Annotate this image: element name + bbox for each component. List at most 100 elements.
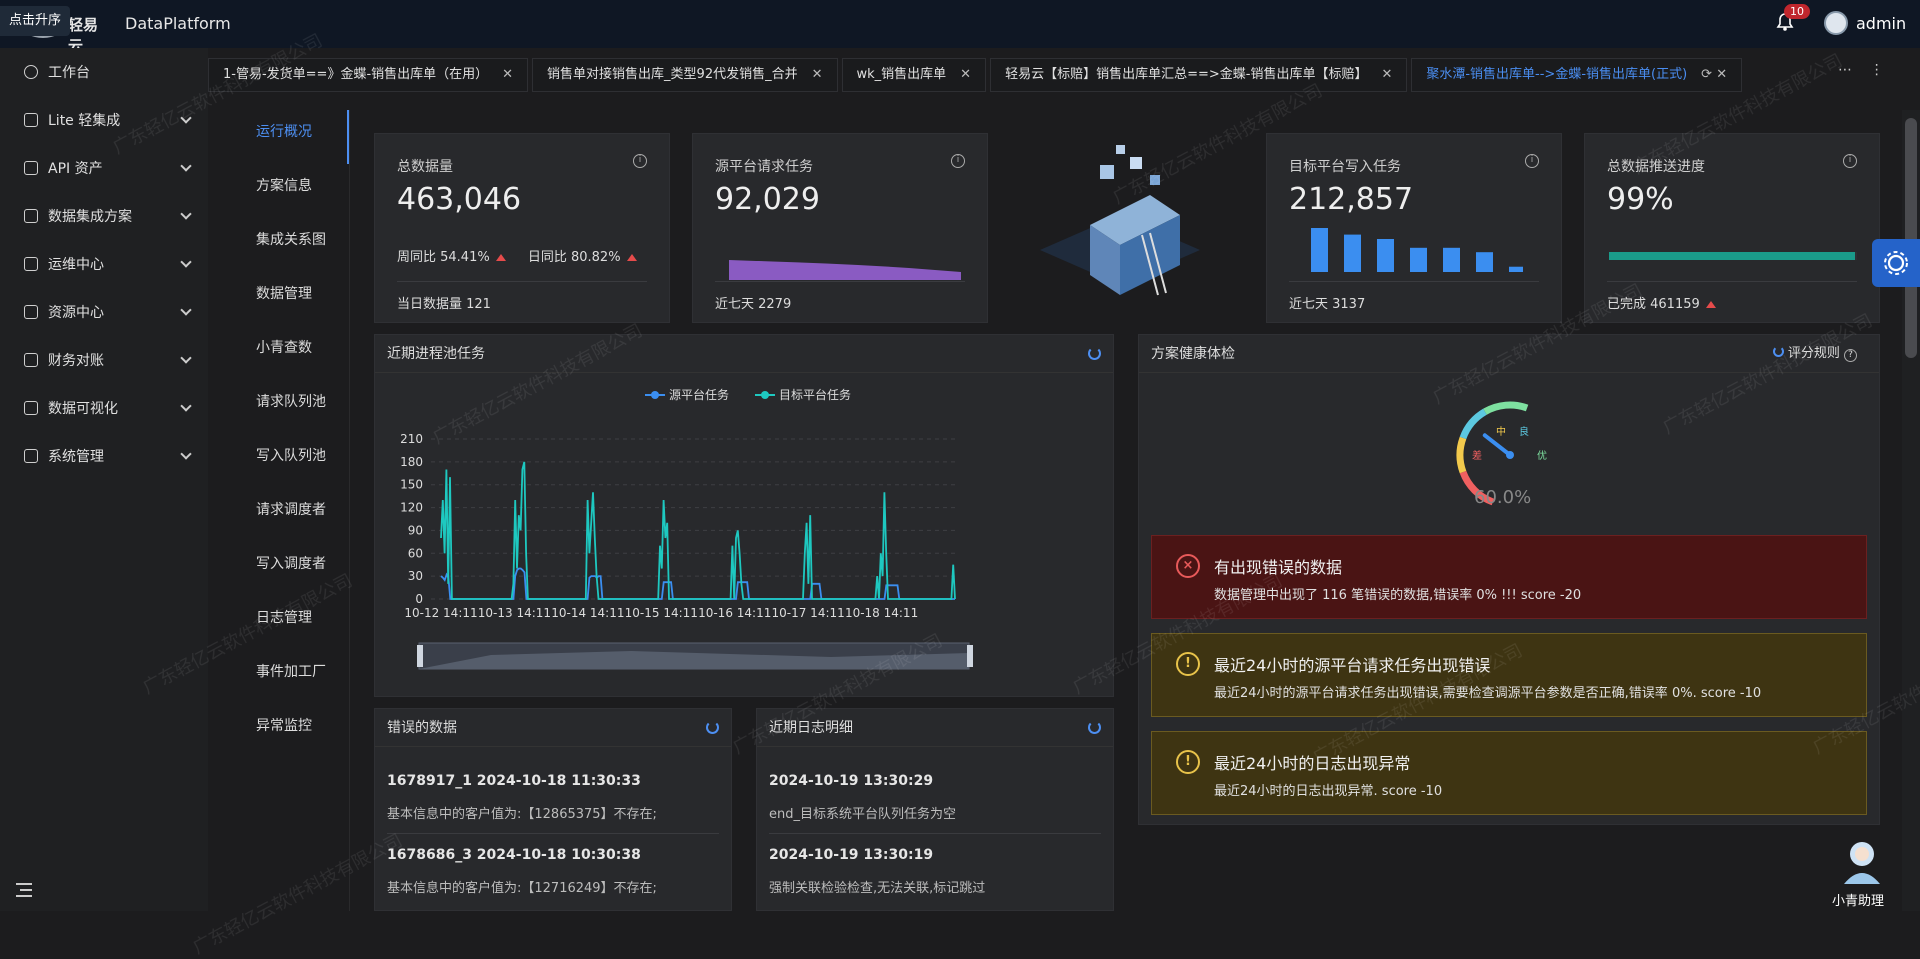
gauge-label-mid: 中 [1496, 427, 1506, 438]
health-check-title: 方案健康体检 [1151, 346, 1235, 362]
total-data-label: 总数据量 [397, 159, 453, 175]
score-rule-link[interactable]: 评分规则 [1787, 346, 1840, 361]
sidebar: 工作台 Lite 轻集成 API 资产 数据集成方案 运维中心资源中心财务对账 数据可视化… [0, 48, 208, 911]
gauge-segment [1456, 436, 1467, 474]
list-item[interactable]: 2024-10-19 13:30:19 强制关联检验检查,无法关联,标记跳过 [769, 847, 986, 896]
tab-4[interactable]: 聚水潭-销售出库单-->金蝶-销售出库单(正式) ⟳ ✕ [1411, 58, 1743, 92]
sidebar-item-label: 系统管理 [48, 449, 104, 465]
x-tick-label: 10-16 14:11 [698, 606, 771, 620]
sidebar-item-2[interactable]: API 资产 [0, 144, 208, 192]
refresh-icon[interactable] [1088, 347, 1101, 360]
info-icon[interactable]: i [951, 154, 965, 168]
tab-bar: 1-管易-发货单==》金蝶-销售出库单（在用） ✕ 销售单对接销售出库_类型92代发… [208, 58, 1920, 92]
settings-gear-icon[interactable] [1872, 239, 1920, 287]
alert-title: 最近24小时的日志出现异常 [1214, 754, 1411, 773]
subnav-item-6[interactable]: 写入队列池 [256, 448, 326, 464]
list-item[interactable]: 2024-10-19 13:30:29 end_目标系统平台队列任务为空 [769, 773, 956, 822]
sidebar-item-8[interactable]: 系统管理 [0, 432, 208, 480]
sidebar-item-3[interactable]: 数据集成方案 [0, 192, 208, 240]
push-progress-card: 总数据推送进度 i 99% 已完成 461159 [1584, 133, 1880, 323]
close-icon[interactable]: ⟳ ✕ [1701, 67, 1728, 82]
assistant-avatar[interactable] [1832, 836, 1892, 886]
help-icon[interactable]: ? [1844, 349, 1857, 362]
refresh-icon[interactable] [1772, 346, 1784, 357]
modules-icon [24, 449, 38, 463]
alert-error-data[interactable]: × 有出现错误的数据 数据管理中出现了 116 笔错误的数据,错误率 0% !!… [1151, 535, 1867, 619]
subnav-item-5[interactable]: 请求队列池 [256, 394, 326, 410]
subnav-item-10[interactable]: 事件加工厂 [256, 664, 326, 680]
target-task-label: 目标平台写入任务 [1289, 159, 1401, 175]
sidebar-item-5[interactable]: 资源中心 [0, 288, 208, 336]
slider-handle-left[interactable] [417, 645, 423, 667]
close-icon[interactable]: ✕ [960, 67, 972, 82]
process-pool-title: 近期进程池任务 [387, 346, 485, 362]
source-task-value: 92,029 [715, 182, 820, 217]
tab-3[interactable]: 轻易云【标赔】销售出库单汇总==>金蝶-销售出库单【标赔】 ✕ [990, 58, 1408, 92]
recent-logs-panel: 近期日志明细 2024-10-19 13:30:29 end_目标系统平台队列任务… [756, 708, 1114, 911]
info-icon[interactable]: i [1525, 154, 1539, 168]
list-item[interactable]: 1678917_1 2024-10-18 11:30:33 基本信息中的客户值为:… [387, 773, 657, 822]
subnav-item-11[interactable]: 异常监控 [256, 718, 312, 734]
sidebar-item-7[interactable]: 数据可视化 [0, 384, 208, 432]
error-icon: × [1176, 554, 1200, 578]
source-week-count: 近七天 2279 [715, 297, 792, 312]
tab-0[interactable]: 1-管易-发货单==》金蝶-销售出库单（在用） ✕ [208, 58, 529, 92]
day-compare: 日同比 80.82% [527, 250, 621, 265]
sidebar-item-6[interactable]: 财务对账 [0, 336, 208, 384]
sidebar-item-0[interactable]: 工作台 [0, 48, 208, 96]
info-icon[interactable]: i [1843, 154, 1857, 168]
close-icon[interactable]: ✕ [1381, 67, 1393, 82]
page-scrollbar[interactable] [1902, 110, 1920, 911]
info-icon[interactable]: i [633, 154, 647, 168]
subnav-item-4[interactable]: 小青查数 [256, 340, 312, 356]
refresh-icon[interactable] [1088, 721, 1101, 734]
upgrade-button[interactable]: 点击升序 [0, 6, 70, 36]
subnav-item-8[interactable]: 写入调度者 [256, 556, 326, 572]
error-data-title: 错误的数据 [387, 720, 457, 736]
series-line [440, 461, 956, 600]
sidebar-item-1[interactable]: Lite 轻集成 [0, 96, 208, 144]
list-item[interactable]: 1678686_3 2024-10-18 10:30:38 基本信息中的客户值为:… [387, 847, 657, 896]
legend-marker [651, 391, 659, 399]
x-tick-label: 10-12 14:11 [404, 606, 477, 620]
collapse-menu-icon[interactable] [16, 883, 32, 897]
alert-desc: 最近24小时的日志出现异常. score -10 [1214, 784, 1443, 799]
recent-logs-title: 近期日志明细 [769, 720, 853, 736]
error-data-panel: 错误的数据 1678917_1 2024-10-18 11:30:33 基本信息中… [374, 708, 732, 911]
gauge-segment [1483, 401, 1529, 415]
assistant-label[interactable]: 小青助理 [1832, 894, 1885, 909]
progress-fill [1609, 252, 1855, 260]
close-icon[interactable]: ✕ [811, 67, 823, 82]
more-tabs-icon[interactable]: ⋯ ⋮ [1838, 62, 1884, 78]
subnav-item-2[interactable]: 集成关系图 [256, 232, 326, 248]
legend-marker [761, 391, 769, 399]
subnav-item-0[interactable]: 运行概况 [208, 110, 349, 164]
username[interactable]: admin [1856, 14, 1907, 33]
refresh-icon[interactable] [706, 721, 719, 734]
tab-1[interactable]: 销售单对接销售出库_类型92代发销售_合并 ✕ [532, 58, 838, 92]
total-data-value: 463,046 [397, 182, 522, 217]
process-pool-chart: 源平台任务 目标平台任务 0 30 60 90 120 150 180 210 10-12 14:1… [400, 387, 973, 670]
avatar[interactable] [1824, 11, 1848, 35]
sub-navigation: 运行概况方案信息集成关系图数据管理小青查数请求队列池写入队列池请求调度者写入调度… [208, 110, 350, 911]
up-arrow-icon [495, 254, 506, 261]
bell-icon[interactable]: 10 [1776, 4, 1810, 34]
subnav-item-7[interactable]: 请求调度者 [256, 502, 326, 518]
subnav-item-9[interactable]: 日志管理 [256, 610, 312, 626]
grid-icon [24, 353, 38, 367]
y-tick-label: 0 [415, 592, 423, 606]
alert-desc: 最近24小时的源平台请求任务出现错误,需要检查调源平台参数是否正确,错误率 0%… [1214, 686, 1762, 701]
subnav-item-1[interactable]: 方案信息 [256, 178, 312, 194]
y-tick-label: 150 [400, 478, 423, 492]
tab-2[interactable]: wk_销售出库单 ✕ [841, 58, 987, 92]
slider-handle-right[interactable] [967, 645, 973, 667]
target-task-value: 212,857 [1289, 182, 1414, 217]
source-area-chart [729, 260, 961, 280]
alert-log[interactable]: ! 最近24小时的日志出现异常 最近24小时的日志出现异常. score -10 [1151, 731, 1867, 815]
sidebar-item-label: 资源中心 [48, 305, 104, 321]
close-icon[interactable]: ✕ [502, 67, 514, 82]
health-gauge [1456, 401, 1529, 506]
sidebar-item-4[interactable]: 运维中心 [0, 240, 208, 288]
subnav-item-3[interactable]: 数据管理 [256, 286, 312, 302]
alert-source-task[interactable]: ! 最近24小时的源平台请求任务出现错误 最近24小时的源平台请求任务出现错误,… [1151, 633, 1867, 717]
